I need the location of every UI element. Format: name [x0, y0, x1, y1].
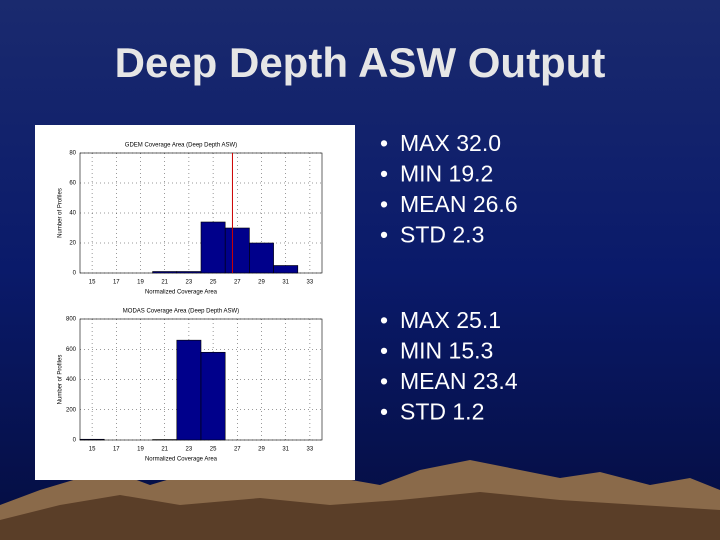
bullet-dot: • — [380, 307, 388, 333]
y-tick-label: 400 — [66, 377, 77, 383]
x-tick-label: 33 — [307, 447, 314, 453]
bullet-dot: • — [380, 222, 388, 248]
x-tick-label: 29 — [258, 280, 265, 286]
x-tick-label: 17 — [113, 447, 120, 453]
chart-title: GDEM Coverage Area (Deep Depth ASW) — [125, 143, 237, 149]
bullet-text: STD 1.2 — [400, 399, 484, 425]
x-tick-label: 21 — [161, 280, 168, 286]
bar — [201, 352, 225, 440]
x-tick-label: 15 — [89, 447, 96, 453]
bullet-text: MEAN 23.4 — [400, 368, 518, 394]
x-tick-label: 17 — [113, 280, 120, 286]
bullet-dot: • — [380, 368, 388, 394]
bullet-dot: • — [380, 161, 388, 187]
x-tick-label: 29 — [258, 447, 265, 453]
x-tick-label: 23 — [186, 447, 193, 453]
bar — [153, 272, 177, 274]
x-tick-label: 19 — [137, 447, 144, 453]
y-tick-label: 600 — [66, 347, 77, 353]
x-tick-label: 33 — [307, 280, 314, 286]
bullet-text: MAX 32.0 — [400, 130, 501, 156]
bar — [274, 266, 298, 274]
bullet-dot: • — [380, 399, 388, 425]
x-tick-label: 19 — [137, 280, 144, 286]
x-tick-label: 25 — [210, 280, 217, 286]
bar — [177, 272, 201, 274]
bullet-text: MIN 19.2 — [400, 161, 493, 187]
bar — [249, 243, 273, 273]
x-tick-label: 23 — [186, 280, 193, 286]
bullet-text: MEAN 26.6 — [400, 191, 518, 217]
bar — [225, 228, 249, 273]
y-tick-label: 60 — [69, 181, 76, 187]
x-tick-label: 21 — [161, 447, 168, 453]
x-tick-label: 25 — [210, 447, 217, 453]
bullet-dot: • — [380, 130, 388, 156]
chart-title: MODAS Coverage Area (Deep Depth ASW) — [123, 309, 239, 315]
x-axis-label: Normalized Coverage Area — [145, 457, 218, 463]
y-tick-label: 200 — [66, 407, 77, 413]
bullet-dot: • — [380, 338, 388, 364]
x-tick-label: 31 — [282, 280, 289, 286]
slide-title: Deep Depth ASW Output — [115, 39, 606, 86]
x-axis-label: Normalized Coverage Area — [145, 290, 218, 296]
bullet-dot: • — [380, 191, 388, 217]
bullet-text: MAX 25.1 — [400, 307, 501, 333]
bar — [177, 340, 201, 440]
x-tick-label: 27 — [234, 447, 241, 453]
x-tick-label: 31 — [282, 447, 289, 453]
x-tick-label: 15 — [89, 280, 96, 286]
x-tick-label: 27 — [234, 280, 241, 286]
y-tick-label: 20 — [69, 241, 76, 247]
bullet-text: STD 2.3 — [400, 222, 484, 248]
y-tick-label: 80 — [69, 151, 76, 157]
bar — [201, 222, 225, 273]
bar — [80, 439, 104, 440]
y-tick-label: 800 — [66, 317, 77, 323]
bullet-text: MIN 15.3 — [400, 338, 493, 364]
y-tick-label: 40 — [69, 211, 76, 217]
y-axis-label: Number of Profiles — [58, 188, 64, 238]
y-axis-label: Number of Profiles — [58, 355, 64, 405]
